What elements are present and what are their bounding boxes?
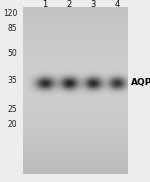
Text: 35: 35 <box>8 76 17 86</box>
Text: 3: 3 <box>90 0 96 9</box>
Text: 50: 50 <box>8 49 17 58</box>
Text: 20: 20 <box>8 120 17 129</box>
Text: 120: 120 <box>3 9 17 18</box>
Text: 4: 4 <box>114 0 120 9</box>
Text: 85: 85 <box>8 24 17 33</box>
Text: 2: 2 <box>66 0 72 9</box>
Text: AQP4: AQP4 <box>131 78 150 87</box>
Text: 25: 25 <box>8 105 17 114</box>
Text: 1: 1 <box>42 0 48 9</box>
